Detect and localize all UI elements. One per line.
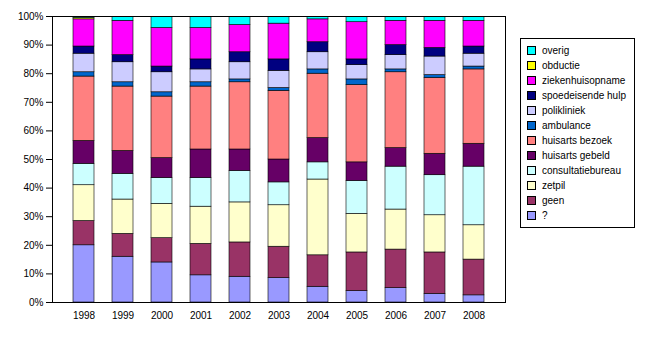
- html-text:polikliniek: polikliniek: [542, 105, 586, 116]
- svg-text:2002: 2002: [229, 310, 252, 321]
- html-text:zetpil: zetpil: [542, 180, 566, 191]
- svg-text:2004: 2004: [307, 310, 330, 321]
- svg-text:80%: 80%: [23, 68, 43, 79]
- svg-text:2006: 2006: [385, 310, 408, 321]
- html-text:huisarts gebeld: huisarts gebeld: [542, 150, 610, 161]
- svg-text:2008: 2008: [463, 310, 486, 321]
- svg-text:0%: 0%: [29, 297, 44, 308]
- svg-text:70%: 70%: [23, 97, 43, 108]
- svg-text:2007: 2007: [424, 310, 447, 321]
- html-text:ambulance: ambulance: [542, 120, 591, 131]
- svg-text:100%: 100%: [18, 11, 44, 22]
- svg-text:20%: 20%: [23, 240, 43, 251]
- svg-text:1998: 1998: [73, 310, 96, 321]
- svg-text:2003: 2003: [268, 310, 291, 321]
- svg-text:30%: 30%: [23, 211, 43, 222]
- html-text:spoedeisende hulp: spoedeisende hulp: [542, 90, 626, 101]
- html-text:huisarts bezoek: huisarts bezoek: [542, 135, 612, 146]
- svg-text:60%: 60%: [23, 125, 43, 136]
- html-text:geen: geen: [542, 195, 565, 206]
- svg-text:2000: 2000: [151, 310, 174, 321]
- svg-text:90%: 90%: [23, 39, 43, 50]
- html-text:overig: overig: [542, 45, 570, 56]
- svg-text:10%: 10%: [23, 268, 43, 279]
- svg-text:40%: 40%: [23, 182, 43, 193]
- svg-text:2005: 2005: [346, 310, 369, 321]
- svg-text:1999: 1999: [112, 310, 135, 321]
- svg-text:2001: 2001: [190, 310, 213, 321]
- html-text:obductie: obductie: [542, 60, 580, 71]
- html-text:consultatiebureau: consultatiebureau: [542, 165, 621, 176]
- html-text:ziekenhuisopname: ziekenhuisopname: [542, 75, 626, 86]
- svg-text:50%: 50%: [23, 154, 43, 165]
